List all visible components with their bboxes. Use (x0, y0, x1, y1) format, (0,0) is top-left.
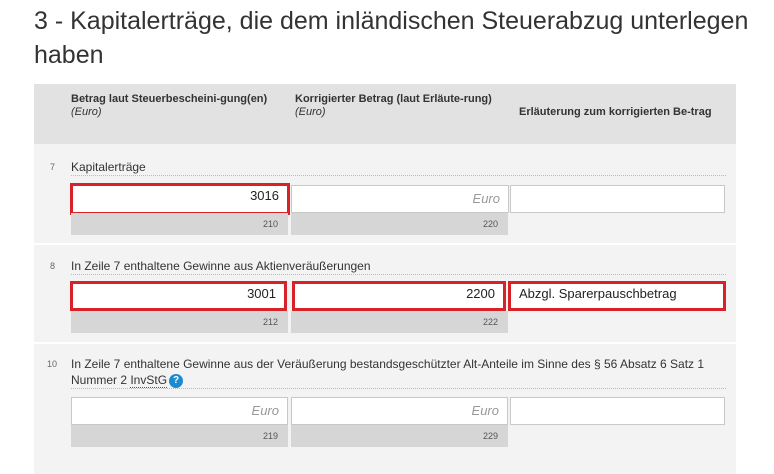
column-header-label: Erläuterung zum korrigierten Be-trag (519, 106, 712, 118)
amount-certificate-input-212[interactable]: 3001 (70, 281, 287, 311)
amount-certificate-input-219[interactable]: Euro (71, 397, 288, 425)
column-header-tax-certificate: Betrag laut Steuerbescheini-gung(en) (Eu… (71, 93, 271, 119)
column-header-label: Korrigierter Betrag (laut Erläute-rung) (295, 93, 492, 105)
section-title: 3 - Kapitalerträge, die dem inländischen… (34, 7, 749, 69)
field-code-220: 220 (291, 213, 508, 235)
row-number: 10 (47, 359, 58, 369)
field-code-229: 229 (291, 425, 508, 447)
table-header: Betrag laut Steuerbescheini-gung(en) (Eu… (34, 84, 736, 144)
explanation-input-row-10[interactable] (510, 397, 725, 425)
row-label-text: In Zeile 7 enthaltene Gewinne aus der Ve… (71, 357, 705, 387)
column-header-unit: (Euro) (295, 106, 326, 118)
row-divider (34, 342, 736, 344)
column-header-label: Betrag laut Steuerbescheini-gung(en) (71, 93, 268, 105)
field-code-219: 219 (71, 425, 288, 447)
corrected-amount-input-229[interactable]: Euro (291, 397, 508, 425)
column-header-explanation: Erläuterung zum korrigierten Be-trag (519, 106, 719, 119)
amount-certificate-input-210[interactable]: 3016 (70, 183, 290, 215)
field-code-222: 222 (291, 311, 508, 333)
explanation-input-row-7[interactable] (510, 185, 725, 213)
field-code-212: 212 (71, 311, 288, 333)
column-header-corrected-amount: Korrigierter Betrag (laut Erläute-rung) … (295, 93, 495, 119)
column-header-unit: (Euro) (71, 106, 102, 118)
corrected-amount-input-220[interactable]: Euro (291, 185, 509, 213)
row-number: 8 (50, 261, 56, 271)
row-label: In Zeile 7 enthaltene Gewinne aus Aktien… (71, 258, 726, 275)
row-number: 7 (50, 162, 56, 172)
help-icon[interactable]: ? (169, 373, 184, 388)
corrected-amount-input-222[interactable]: 2200 (292, 281, 506, 311)
field-code-210: 210 (71, 213, 288, 235)
invstg-abbreviation[interactable]: InvStG (130, 373, 168, 388)
tax-form-table: Betrag laut Steuerbescheini-gung(en) (Eu… (34, 84, 736, 474)
row-divider (34, 243, 736, 245)
row-label: In Zeile 7 enthaltene Gewinne aus der Ve… (71, 356, 726, 389)
row-label: Kapitalerträge (71, 159, 726, 176)
explanation-input-row-8[interactable]: Abzgl. Sparerpauschbetrag (508, 281, 726, 311)
